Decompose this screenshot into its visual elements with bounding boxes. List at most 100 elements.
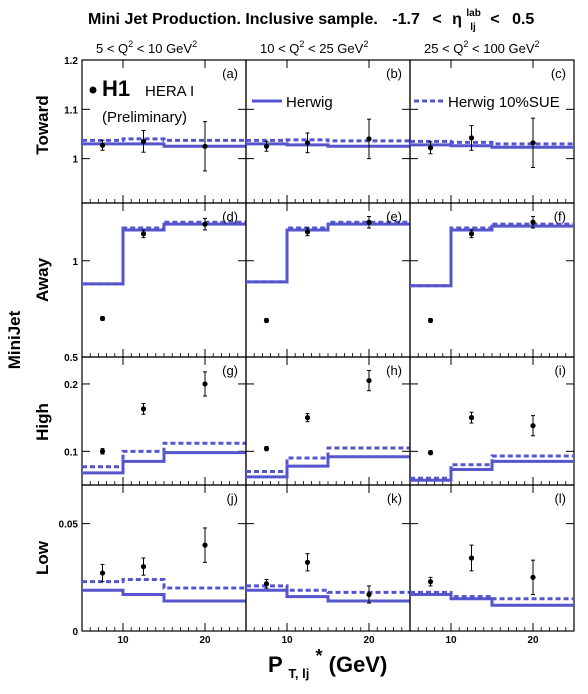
legend-preliminary: (Preliminary) <box>102 109 187 126</box>
y-tick-label: 1.1 <box>64 105 78 116</box>
legend-h1: H1 <box>102 76 130 101</box>
herwig-line <box>82 222 246 286</box>
y-tick-label: 0.2 <box>64 380 78 391</box>
panel-label: (d) <box>222 209 238 224</box>
x-tick-label: 20 <box>363 635 375 646</box>
data-point <box>140 138 147 144</box>
data-point <box>427 145 434 151</box>
data-point <box>427 450 434 456</box>
x-tick-label: 20 <box>527 635 539 646</box>
panel-frame <box>81 484 247 632</box>
herwig-line <box>82 588 246 603</box>
herwig-line <box>246 142 410 148</box>
panel: (f) <box>409 202 575 358</box>
data-point <box>304 229 311 235</box>
herwig-line <box>246 222 410 284</box>
data-point <box>366 219 372 225</box>
legend-hera: HERA I <box>145 83 194 100</box>
row-label: Away <box>33 257 52 302</box>
data-point <box>366 377 372 384</box>
y-tick-label: 0.05 <box>59 520 79 531</box>
panel-label: (c) <box>551 66 566 81</box>
herwig-sue-line <box>246 584 410 594</box>
panel: (g) 0.1 0.2 <box>64 356 247 486</box>
y-tick-label: 1.2 <box>64 56 78 67</box>
herwig-sue-line <box>82 577 246 590</box>
data-point <box>304 559 311 565</box>
panel: (e) <box>245 202 411 358</box>
x-axis-label: P T, lj * (GeV) <box>268 642 387 683</box>
data-point <box>202 143 208 149</box>
column-header: 5 < Q2 < 10 GeV2 <box>96 39 197 56</box>
data-point <box>202 381 208 387</box>
data-point <box>99 142 106 148</box>
x-tick-label: 10 <box>281 635 293 646</box>
herwig-sue-line <box>410 222 574 288</box>
data-point <box>140 231 147 237</box>
panel-label: (k) <box>387 491 402 506</box>
data-point <box>530 140 536 146</box>
herwig-line <box>246 588 410 603</box>
data-point <box>263 581 270 587</box>
herwig-line <box>246 455 410 479</box>
data-point <box>202 221 208 227</box>
panel: (k) 10 20 <box>245 484 411 646</box>
herwig-sue-line <box>410 590 574 601</box>
panel-label: (i) <box>554 363 566 378</box>
y-tick-label: 0.1 <box>64 447 78 458</box>
data-point <box>140 563 147 570</box>
panel-frame <box>245 484 411 632</box>
data-point <box>468 415 475 421</box>
x-tick-label: 10 <box>445 635 457 646</box>
herwig-sue-line <box>246 138 410 143</box>
y-tick-label: 0 <box>72 627 78 638</box>
data-point <box>99 570 106 576</box>
x-tick-label: 20 <box>199 635 211 646</box>
herwig-sue-line <box>82 441 246 469</box>
data-point <box>468 231 475 237</box>
x-tick-label: 10 <box>117 635 129 646</box>
data-point <box>140 406 147 412</box>
panel-label: (l) <box>554 491 566 506</box>
y-tick-label: 1 <box>72 155 78 166</box>
panel-label: (a) <box>222 66 238 81</box>
herwig-line <box>410 593 574 607</box>
data-point <box>263 143 270 149</box>
herwig-sue-line <box>410 139 574 146</box>
herwig-line <box>82 451 246 475</box>
panel-label: (g) <box>222 363 238 378</box>
panel-label: (e) <box>386 209 402 224</box>
panel: (c) <box>409 59 575 204</box>
panel: (j) 0 0.05 10 20 <box>59 484 247 646</box>
y-tick-label: 1 <box>72 257 78 268</box>
data-point <box>99 448 106 454</box>
panel: (h) <box>245 356 411 486</box>
data-point <box>202 542 208 548</box>
data-point <box>468 555 475 561</box>
herwig-sue-line <box>82 220 246 286</box>
legend-sue: Herwig 10%SUE <box>448 94 560 111</box>
panel: (b) <box>245 59 411 204</box>
panel: (i) <box>409 356 575 486</box>
data-point <box>530 219 536 225</box>
data-point <box>468 135 475 141</box>
data-point <box>304 415 311 421</box>
panel-label: (b) <box>386 66 402 81</box>
data-point <box>263 446 270 452</box>
row-label: Low <box>33 540 52 575</box>
herwig-line <box>410 224 574 288</box>
row-label: Toward <box>33 95 52 154</box>
legend-herwig: Herwig <box>286 94 333 111</box>
panel-label: (h) <box>386 363 402 378</box>
herwig-line <box>82 142 246 148</box>
panel-frame <box>245 59 411 204</box>
data-point <box>99 315 106 322</box>
data-point <box>366 136 372 142</box>
herwig-sue-line <box>410 454 574 480</box>
y-tick-label: 0.5 <box>64 353 78 364</box>
data-point <box>530 423 536 429</box>
legend: H1 HERA I (Preliminary) Herwig Herwig 10… <box>89 76 560 126</box>
row-label: High <box>33 403 52 441</box>
panel: (d) 0.5 1 <box>64 202 247 364</box>
column-header: 10 < Q2 < 25 GeV2 <box>260 39 368 56</box>
